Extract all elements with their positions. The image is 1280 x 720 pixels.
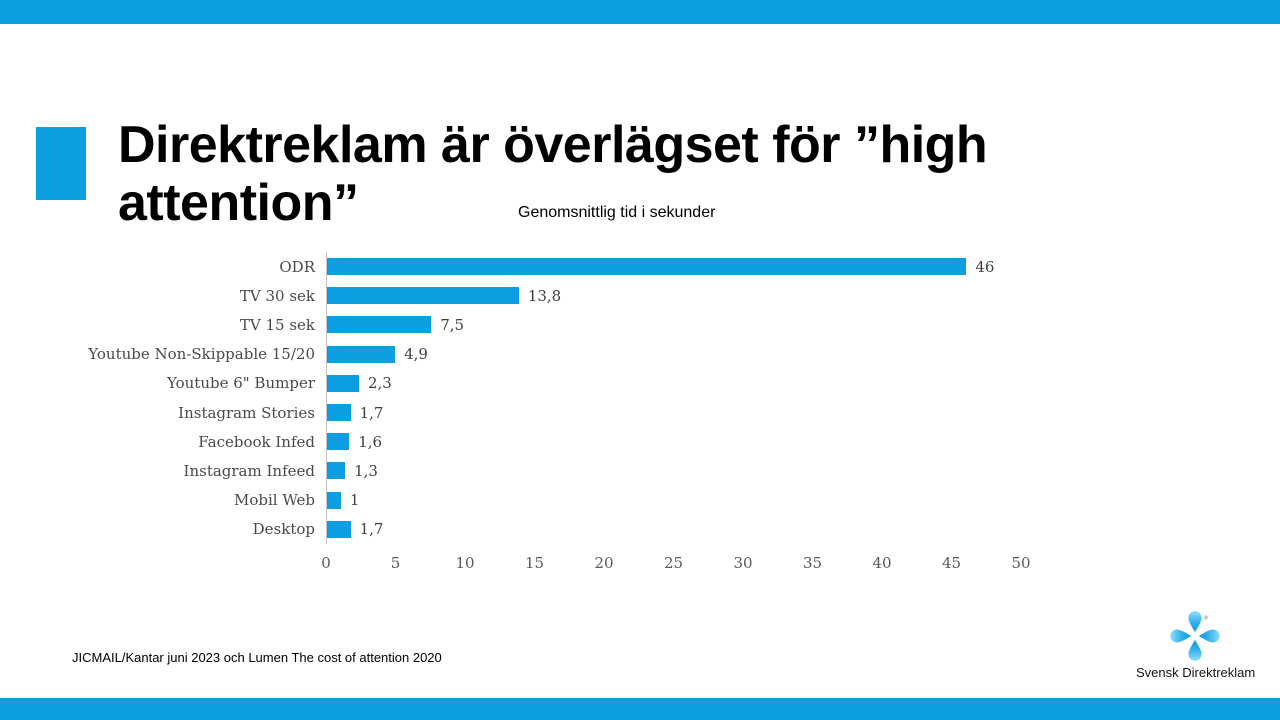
x-tick-label: 50 xyxy=(1011,553,1031,572)
category-label: TV 15 sek xyxy=(239,315,315,334)
logo: ® Svensk Direktreklam xyxy=(1136,610,1256,680)
bar xyxy=(327,316,432,334)
category-label: TV 30 sek xyxy=(239,286,315,305)
x-tick-label: 30 xyxy=(733,553,753,572)
bar-chart: ODR 46 TV 30 sek 13,8 TV 15 sek 7,5 Youtube No… xyxy=(60,252,1120,574)
x-tick-label: 5 xyxy=(390,553,401,572)
chart-row: Youtube 6" Bumper 2,3 xyxy=(60,368,1120,398)
value-label: 7,5 xyxy=(440,315,465,334)
category-label: ODR xyxy=(279,257,315,276)
chart-row: Youtube Non-Skippable 15/20 4,9 xyxy=(60,339,1120,369)
bar-track: 4,9 xyxy=(326,339,1120,369)
chart-title: Genomsnittlig tid i sekunder xyxy=(518,204,716,221)
registered-mark: ® xyxy=(1204,615,1208,622)
value-label: 1 xyxy=(349,491,360,510)
x-tick-label: 40 xyxy=(872,553,892,572)
value-label: 1,3 xyxy=(354,461,378,480)
bar-track: 1,6 xyxy=(326,427,1120,457)
bottom-brand-band xyxy=(0,698,1280,720)
bar xyxy=(327,462,346,480)
bar-track: 1,7 xyxy=(326,397,1120,428)
bar xyxy=(327,520,351,538)
source-note: JICMAIL/Kantar juni 2023 och Lumen The c… xyxy=(72,650,442,665)
bar xyxy=(327,433,350,451)
chart-rows: ODR 46 TV 30 sek 13,8 TV 15 sek 7,5 Youtube No… xyxy=(60,252,1120,544)
category-label: Instagram Infeed xyxy=(183,461,315,480)
x-tick-label: 0 xyxy=(321,553,331,572)
value-label: 1,7 xyxy=(359,403,384,422)
title-accent-square xyxy=(36,127,86,200)
bar-track: 1,3 xyxy=(326,456,1120,486)
category-label: Desktop xyxy=(252,520,315,539)
chart-row: Instagram Infeed 1,3 xyxy=(60,456,1120,486)
bar xyxy=(327,404,351,422)
x-tick-label: 10 xyxy=(455,553,475,572)
x-tick-label: 25 xyxy=(663,553,684,572)
bar-track: 1 xyxy=(326,485,1120,515)
bar xyxy=(327,374,359,392)
value-label: 46 xyxy=(975,257,995,276)
bar-track: 1,7 xyxy=(326,514,1120,544)
x-axis-ticks: 0 5 10 15 20 25 30 35 40 45 50 xyxy=(321,553,1120,574)
chart-row: TV 15 sek 7,5 xyxy=(60,310,1120,340)
bar xyxy=(327,491,341,509)
chart-row: Facebook Infed 1,6 xyxy=(60,427,1120,457)
bar-track: 2,3 xyxy=(326,368,1120,398)
chart-row: TV 30 sek 13,8 xyxy=(60,281,1120,311)
x-tick-label: 45 xyxy=(941,553,962,572)
page-title: Direktreklam är överlägset för ”high att… xyxy=(118,116,988,232)
category-label: Youtube Non-Skippable 15/20 xyxy=(88,345,315,364)
value-label: 2,3 xyxy=(367,374,392,393)
top-brand-band xyxy=(0,0,1280,24)
value-label: 1,6 xyxy=(358,432,383,451)
chart-row: Mobil Web 1 xyxy=(60,485,1120,515)
x-tick-label: 20 xyxy=(594,553,614,572)
category-label: Mobil Web xyxy=(233,491,315,510)
logo-star-icon: ® xyxy=(1170,611,1220,661)
value-label: 13,8 xyxy=(527,286,562,305)
chart-row: Instagram Stories 1,7 xyxy=(60,397,1120,428)
bar-track: 7,5 xyxy=(326,310,1120,340)
x-tick-label: 15 xyxy=(524,553,545,572)
bar-track: 13,8 xyxy=(326,281,1120,311)
category-label: Youtube 6" Bumper xyxy=(167,374,315,393)
category-label: Instagram Stories xyxy=(178,403,315,422)
logo-text: Svensk Direktreklam xyxy=(1136,665,1256,680)
bar xyxy=(327,345,396,363)
bar xyxy=(327,258,967,276)
bar-track: 46 xyxy=(326,252,1120,282)
bar xyxy=(327,287,519,305)
value-label: 4,9 xyxy=(404,345,428,364)
x-tick-label: 35 xyxy=(802,553,823,572)
value-label: 1,7 xyxy=(359,520,384,539)
chart-row: ODR 46 xyxy=(60,252,1120,282)
category-label: Facebook Infed xyxy=(198,432,315,451)
chart-row: Desktop 1,7 xyxy=(60,514,1120,544)
